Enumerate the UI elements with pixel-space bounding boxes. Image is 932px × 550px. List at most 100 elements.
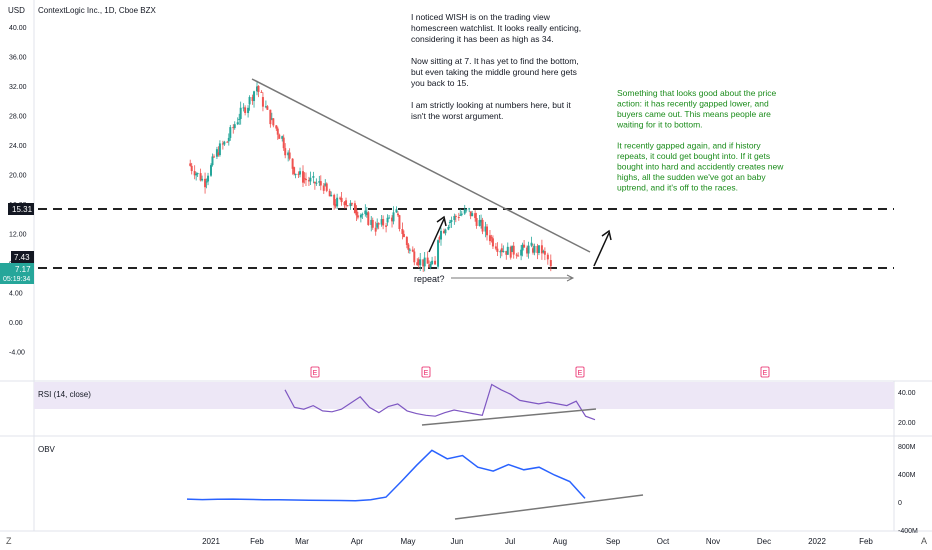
candle-body <box>334 204 337 207</box>
arrow-up-left[interactable] <box>428 215 447 253</box>
candle-body <box>468 208 471 210</box>
candle-body <box>275 125 278 129</box>
candle-body <box>491 238 494 247</box>
note-black-line: you back to 15. <box>411 78 469 88</box>
rsi-title: RSI (14, close) <box>38 390 91 399</box>
candle-body <box>278 134 281 139</box>
candle-body <box>193 171 196 176</box>
candle-body <box>238 118 241 120</box>
candle-body <box>401 229 404 234</box>
candle-body <box>506 246 509 255</box>
candle-body <box>272 118 275 126</box>
annotation-note-green[interactable]: Something that looks good about the pric… <box>616 88 784 193</box>
rsi-axis[interactable]: 40.00 20.00 <box>898 390 916 427</box>
annotation-note-black[interactable]: I noticed WISH is on the trading viewhom… <box>411 12 581 121</box>
candle-body <box>294 173 297 175</box>
candle-body <box>201 178 204 181</box>
candle-body <box>282 137 285 149</box>
candle-body <box>494 246 497 249</box>
candle-body <box>309 177 312 182</box>
arrow-up-right[interactable] <box>593 229 612 267</box>
candle-body <box>189 163 192 166</box>
time-tick-label: Aug <box>553 537 567 546</box>
candle-body <box>212 156 215 158</box>
candle-body <box>215 149 218 157</box>
candle-body <box>530 242 533 246</box>
candle-body <box>343 202 346 206</box>
candle-body <box>345 200 348 206</box>
candle-body <box>537 245 540 253</box>
candle-body <box>333 194 336 206</box>
candle-body <box>253 91 256 102</box>
candle-body <box>533 245 536 253</box>
time-tick-label: 2021 <box>202 537 220 546</box>
obv-tick-label: -400M <box>898 528 918 535</box>
candle-body <box>210 165 212 176</box>
candle-body <box>444 229 447 234</box>
candle-body <box>264 106 267 108</box>
svg-text:05:19:34: 05:19:34 <box>3 276 30 283</box>
note-black-line: isn't the worst argument. <box>411 111 503 121</box>
obv-trendline[interactable] <box>454 494 644 520</box>
candle-body <box>385 225 388 227</box>
earnings-marker[interactable]: E <box>310 366 320 378</box>
note-green-line: waiting for it to bottom. <box>616 120 703 130</box>
candle-body <box>266 106 269 110</box>
candle-body <box>520 249 523 256</box>
note-green-line: uptrend, and it's off to the races. <box>617 183 738 193</box>
candle-body <box>336 197 339 207</box>
candle-body <box>281 136 284 139</box>
descending-trendline[interactable] <box>251 78 591 253</box>
currency-label: USD <box>8 6 25 15</box>
note-green-line: repeats, it could get bought into. If it… <box>617 151 770 161</box>
repeat-arrow[interactable] <box>451 274 575 282</box>
candle-body <box>509 246 512 258</box>
price-axis[interactable]: 40.0036.0032.0028.0024.0020.0016.0012.00… <box>9 25 27 357</box>
candle-body <box>291 158 294 169</box>
note-black-line: but even taking the middle ground here g… <box>411 67 577 77</box>
note-green-line: highs, all the sudden we've got an baby <box>617 172 766 182</box>
candle-body <box>367 212 370 225</box>
note-black-line: homescreen watchlist. It looks really en… <box>411 23 581 33</box>
timezone-icon[interactable]: Z <box>6 536 12 546</box>
candle-body <box>313 181 316 184</box>
price-tick-label: 24.00 <box>9 143 27 150</box>
note-green-line: bought into hard and accidently creates … <box>617 162 784 172</box>
price-label-support: 7.43 <box>11 251 34 263</box>
candle-body <box>380 219 383 225</box>
rsi-line <box>284 383 596 421</box>
note-black-line: considering it has been as high as 34. <box>411 34 554 44</box>
earnings-marker[interactable]: E <box>760 366 770 378</box>
earnings-marker[interactable]: E <box>421 366 431 378</box>
candle-body <box>515 254 518 256</box>
note-green-line: buyers came out. This means people are <box>617 109 771 119</box>
candle-body <box>205 181 208 183</box>
svg-text:7.17: 7.17 <box>15 265 31 274</box>
repeat-label: repeat? <box>414 274 445 284</box>
candle-body <box>227 137 230 142</box>
candle-body <box>318 181 321 183</box>
chart-title: ContextLogic Inc., 1D, Cboe BZX <box>38 6 157 15</box>
candle-body <box>437 240 440 267</box>
note-black-line: I noticed WISH is on the trading view <box>411 12 551 22</box>
candle-body <box>423 257 426 267</box>
candle-body <box>349 203 352 207</box>
candle-body <box>204 178 207 188</box>
candle-body <box>402 233 405 238</box>
time-tick-label: Apr <box>351 537 364 546</box>
time-axis[interactable]: 2021 Feb Mar Apr May Jun Jul Aug Sep Oct Nov Dec 202… <box>202 537 873 546</box>
svg-text:E: E <box>313 370 318 377</box>
candle-body <box>239 107 242 119</box>
candle-body <box>413 251 416 263</box>
earnings-marker[interactable]: E <box>575 366 585 378</box>
candle-body <box>484 226 487 232</box>
candle-body <box>469 211 472 217</box>
auto-scale-icon[interactable]: A <box>921 536 927 546</box>
candle-body <box>448 221 451 223</box>
candle-body <box>416 262 419 266</box>
svg-text:E: E <box>424 370 429 377</box>
obv-axis[interactable]: 800M 400M 0 -400M <box>898 444 918 535</box>
rsi-divergence-line[interactable] <box>421 408 597 426</box>
obv-tick-label: 0 <box>898 500 902 507</box>
